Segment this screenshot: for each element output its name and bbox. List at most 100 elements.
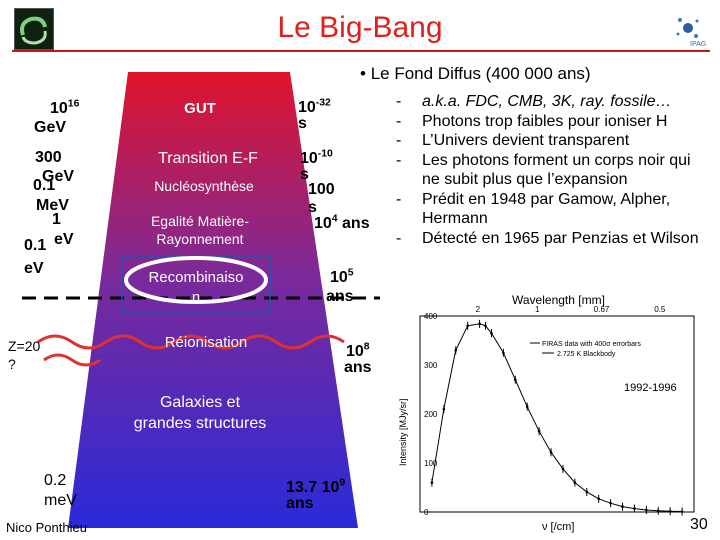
recombination-ellipse — [124, 256, 268, 304]
y-axis-label: Intensity [MJy/sr] — [398, 398, 408, 466]
stage-galaxies-line2: grandes structures — [133, 415, 267, 432]
stage-transition: Transition E-F — [158, 150, 258, 167]
firas-points — [430, 319, 684, 516]
stage-recombination-line2: n — [191, 289, 201, 306]
reionization-wave — [37, 334, 345, 350]
data-point — [525, 405, 529, 408]
time-label-1: 10-32 — [298, 98, 331, 117]
top-tick-label: 0.67 — [594, 305, 610, 314]
title-underline — [12, 50, 710, 52]
data-point — [466, 324, 469, 328]
section-heading: • Le Fond Diffus (400 000 ans) — [360, 64, 591, 83]
time-unit-5: ans — [326, 288, 354, 305]
energy-label-bottom: 0.2 — [44, 472, 67, 489]
data-point — [680, 510, 684, 513]
data-point — [454, 349, 458, 352]
data-point — [621, 505, 624, 508]
slide-title: Le Big-Bang — [277, 11, 443, 44]
energy-unit-5: eV — [24, 260, 44, 277]
time-unit-7: ans — [286, 495, 314, 512]
measurement-years: 1992-1996 — [624, 382, 677, 394]
redshift-label: Z=20 — [8, 338, 41, 354]
time-label-5: 105 — [330, 268, 354, 287]
cmb-spectrum-chart: Wavelength [mm] Intensity [MJy/sr] ν [/c… — [398, 293, 695, 533]
bullet-item: Détecté en 1965 par Penzias et Wilson — [392, 229, 712, 249]
time-label-3: 100 — [308, 181, 335, 198]
stage-galaxies: Galaxies et grandes structures — [110, 392, 290, 434]
top-tick-label: 0.5 — [654, 305, 666, 314]
redshift-question: ? — [8, 356, 16, 372]
data-point — [633, 507, 636, 510]
data-point — [668, 509, 672, 513]
time-unit-3: s — [308, 199, 317, 216]
bullet-item: a.k.a. FDC, CMB, 3K, ray. fossile… — [392, 92, 712, 112]
y-tick-label: 300 — [424, 361, 438, 370]
time-label-6: 108 — [346, 342, 370, 361]
data-point — [484, 324, 487, 328]
reionization-wave-small — [43, 353, 101, 367]
stage-gut: GUT — [184, 100, 216, 117]
data-point — [430, 481, 434, 484]
time-unit-1: s — [298, 115, 307, 132]
energy-label-1: 1016 — [50, 99, 80, 118]
top-ticks: 2 1 0.67 0.5 — [476, 305, 666, 314]
energy-unit-bottom: meV — [44, 492, 77, 509]
energy-unit-4: eV — [54, 231, 74, 248]
y-tick-label: 0 — [424, 508, 429, 517]
stage-equality-line2: Rayonnement — [156, 231, 244, 247]
top-tick-label: 1 — [535, 305, 540, 314]
energy-label-2: 300 — [35, 149, 62, 166]
x-axis-label: ν [/cm] — [542, 521, 574, 533]
y-tick-label: 200 — [424, 410, 438, 419]
data-point — [656, 509, 660, 513]
energy-unit-2: GeV — [42, 168, 75, 185]
bullet-item: Les photons forment un corps noir qui ne… — [392, 151, 712, 190]
data-point — [585, 490, 589, 494]
energy-label-3: 0.1 — [33, 177, 56, 194]
energy-unit-1: GeV — [34, 119, 67, 136]
bullet-item: L’Univers devient transparent — [392, 131, 712, 151]
plot-frame — [419, 315, 695, 513]
data-point — [442, 407, 446, 411]
time-unit-2: s — [300, 166, 309, 183]
time-label-2: 10-10 — [300, 149, 333, 168]
energy-unit-3: MeV — [36, 197, 69, 214]
data-point — [537, 429, 541, 433]
energy-label-5: 0.1 — [24, 237, 47, 254]
bullet-item: Photons trop faibles pour ioniser H — [392, 112, 712, 132]
data-point — [645, 508, 648, 512]
time-label-7: 13.7 109 — [286, 478, 346, 497]
top-axis-label: Wavelength [mm] — [512, 293, 605, 307]
data-point — [490, 331, 493, 335]
legend-blackbody: 2.725 K Blackbody — [557, 351, 616, 358]
institute-logo: IPAG — [670, 12, 712, 50]
top-tick-label: 2 — [476, 305, 481, 314]
stage-equality-line1: Egalité Matière- — [150, 213, 250, 229]
bullet-list: a.k.a. FDC, CMB, 3K, ray. fossile… Photo… — [392, 92, 712, 248]
author-name: Nico Ponthieu — [6, 520, 87, 535]
data-point — [549, 450, 553, 454]
energy-label-4: 1 — [52, 211, 61, 228]
time-label-4: 104 ans — [314, 214, 370, 233]
stage-recombination: Recombinaiso n — [126, 268, 266, 308]
data-point — [478, 322, 481, 326]
stage-equality: Egalité Matière- Rayonnement — [120, 212, 280, 248]
lab-logo — [14, 8, 54, 50]
y-ticks: 400 300 200 100 0 — [424, 312, 438, 517]
stage-galaxies-line1: Galaxies et — [159, 394, 241, 411]
data-point — [609, 501, 612, 505]
data-point — [514, 378, 517, 381]
y-tick-label: 100 — [424, 459, 438, 468]
y-tick-label: 400 — [424, 312, 438, 321]
page-number: 30 — [690, 516, 708, 533]
legend-firas: FIRAS data with 400σ errorbars — [542, 341, 641, 348]
data-point — [597, 497, 600, 501]
data-point — [502, 351, 505, 355]
data-point — [561, 467, 565, 471]
data-point — [573, 481, 577, 484]
stage-nucleosynthesis: Nucléosynthèse — [154, 178, 254, 194]
time-unit-6: ans — [344, 359, 372, 376]
svg-text:IPAG: IPAG — [690, 41, 706, 48]
stage-reionization: Réionisation — [164, 334, 248, 351]
